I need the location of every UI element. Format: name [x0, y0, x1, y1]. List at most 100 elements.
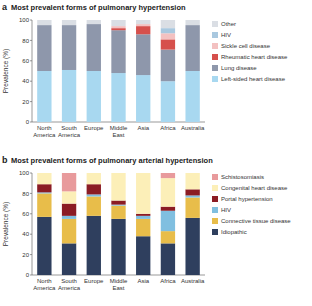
- x-tick-label: SouthAmerica: [58, 125, 81, 138]
- legend-label: Left-sided heart disease: [221, 76, 286, 82]
- legend-label: HIV: [221, 32, 231, 38]
- bar-segment: [87, 216, 101, 275]
- bar-segment: [161, 173, 175, 178]
- bar-segment: [37, 173, 51, 174]
- bar-segment: [111, 28, 125, 30]
- bar-segment: [87, 194, 101, 196]
- y-tick-label: 80: [22, 38, 29, 44]
- title: Most prevalent forms of pulmonary hypert…: [11, 3, 186, 12]
- bar-segment: [161, 178, 175, 207]
- y-axis: [32, 173, 33, 275]
- y-tick-label: 20: [22, 252, 29, 258]
- legend-label: Congenital heart disease: [221, 185, 288, 191]
- y-tick-label: 40: [22, 231, 29, 237]
- bar-segment: [87, 24, 101, 71]
- bar-segment: [136, 236, 150, 275]
- bar-segment: [87, 184, 101, 194]
- panel-label: b: [2, 155, 8, 165]
- bar-segment: [62, 70, 76, 122]
- legend-swatch: [212, 43, 218, 49]
- bar-segment: [136, 173, 150, 174]
- legend-swatch: [212, 218, 218, 224]
- legend-swatch: [212, 207, 218, 213]
- bar-segment: [111, 219, 125, 275]
- figure: aMost prevalent forms of pulmonary hyper…: [0, 0, 312, 306]
- bar-segment: [62, 216, 76, 219]
- bar-segment: [62, 25, 76, 70]
- legend-swatch: [212, 229, 218, 235]
- bar-segment: [161, 231, 175, 243]
- bar-segment: [136, 75, 150, 122]
- bar-segment: [136, 26, 150, 34]
- bar-segment: [87, 173, 101, 174]
- legend-swatch: [212, 65, 218, 71]
- x-tick-label: Europe: [84, 278, 104, 284]
- y-tick-label: 0: [26, 272, 30, 278]
- y-axis-label: Prevalence (%): [2, 49, 10, 93]
- bar-segment: [185, 173, 199, 189]
- bar-segment: [62, 204, 76, 216]
- bar-segment: [62, 219, 76, 243]
- legend-swatch: [212, 21, 218, 27]
- bar-segment: [185, 25, 199, 71]
- panel-label: a: [2, 2, 8, 12]
- legend-label: Rheumatic heart disease: [221, 54, 288, 60]
- legend-label: HIV: [221, 207, 231, 213]
- bar-segment: [87, 196, 101, 215]
- bar-segment: [161, 211, 175, 231]
- legend-swatch: [212, 174, 218, 180]
- bar-segment: [37, 217, 51, 275]
- bar-segment: [111, 73, 125, 122]
- legend-label: Connective tissue disease: [221, 218, 291, 224]
- bar-segment: [185, 173, 199, 174]
- y-tick-label: 0: [26, 119, 30, 125]
- bar-segment: [185, 20, 199, 25]
- bar-segment: [185, 71, 199, 122]
- legend-swatch: [212, 54, 218, 60]
- bar-segment: [37, 71, 51, 122]
- bar-segment: [62, 191, 76, 203]
- bar-segment: [111, 173, 125, 174]
- y-tick-label: 60: [22, 58, 29, 64]
- y-tick-label: 60: [22, 211, 29, 217]
- x-tick-label: MiddleEast: [110, 125, 128, 138]
- x-tick-label: Africa: [160, 278, 176, 284]
- bar-segment: [185, 197, 199, 217]
- title: Most prevalent forms of pulmonary arteri…: [11, 156, 213, 165]
- bar-segment: [161, 50, 175, 82]
- y-tick-label: 40: [22, 78, 29, 84]
- bar-segment: [185, 189, 199, 195]
- bar-segment: [111, 26, 125, 28]
- bar-segment: [136, 216, 150, 219]
- bar-segment: [111, 30, 125, 73]
- bar-segment: [161, 20, 175, 28]
- legend-label: Idiopathic: [221, 229, 247, 235]
- x-tick-label: NorthAmerica: [33, 125, 56, 138]
- bar-segment: [62, 243, 76, 275]
- legend-label: Portal hypertension: [221, 196, 273, 202]
- y-tick-label: 100: [19, 170, 30, 176]
- bar-segment: [37, 20, 51, 25]
- bar-segment: [136, 173, 150, 214]
- x-tick-label: Asia: [137, 125, 149, 131]
- bar-segment: [111, 173, 125, 201]
- legend-label: Other: [221, 21, 236, 27]
- x-tick-label: Asia: [137, 278, 149, 284]
- x-tick-label: Africa: [160, 125, 176, 131]
- bar-segment: [37, 184, 51, 192]
- bar-segment: [136, 34, 150, 75]
- bar-segment: [161, 39, 175, 49]
- legend-swatch: [212, 32, 218, 38]
- legend-label: Lung disease: [221, 65, 257, 71]
- bar-segment: [111, 201, 125, 205]
- bar-segment: [111, 206, 125, 219]
- y-axis-label: Prevalence (%): [2, 202, 10, 246]
- bars: [37, 173, 200, 275]
- x-tick-label: NorthAmerica: [33, 278, 56, 291]
- bar-segment: [161, 243, 175, 275]
- bar-segment: [161, 207, 175, 211]
- x-tick-label: MiddleEast: [110, 278, 128, 291]
- bar-segment: [111, 20, 125, 26]
- bar-segment: [161, 33, 175, 39]
- legend-swatch: [212, 185, 218, 191]
